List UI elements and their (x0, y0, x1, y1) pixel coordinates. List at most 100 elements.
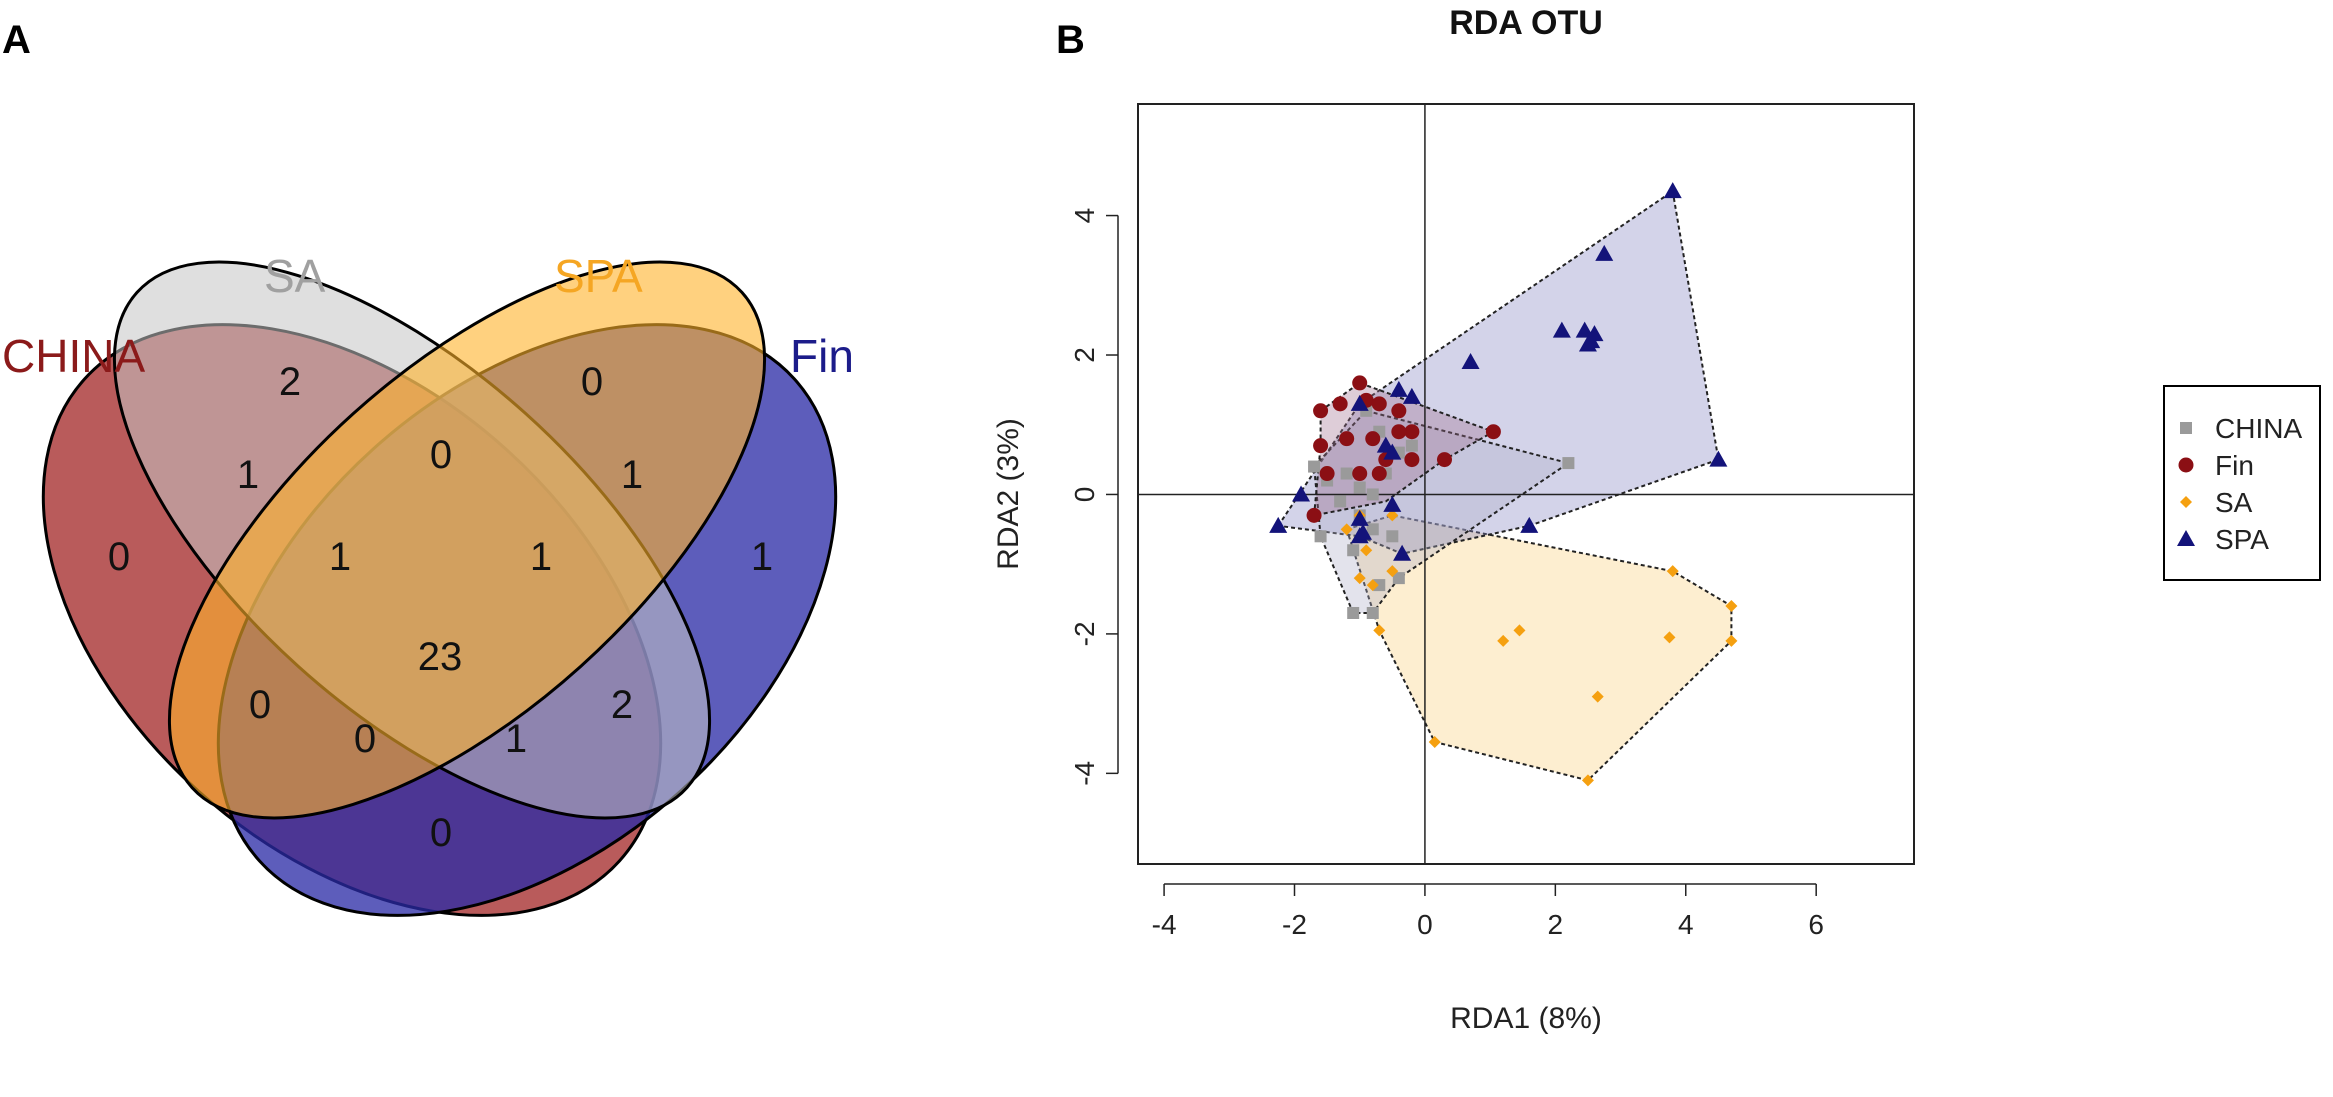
point-spa (1578, 335, 1597, 352)
venn-label-spa: SPA (554, 250, 643, 302)
y-tick-label: -2 (1069, 621, 1100, 646)
venn-count-sa-only: 2 (279, 360, 301, 404)
y-tick-label: 0 (1069, 487, 1100, 503)
point-fin (1371, 396, 1387, 412)
point-china (1308, 460, 1321, 473)
venn-label-fin: Fin (790, 330, 854, 382)
point-china (1353, 481, 1366, 494)
point-spa (1663, 182, 1682, 199)
venn-count-sa-spa-fin: 1 (530, 535, 552, 579)
point-fin (1313, 403, 1329, 419)
point-sa (1366, 579, 1379, 592)
point-spa (1552, 321, 1571, 338)
venn-count-china-only: 0 (108, 535, 130, 579)
y-axis-label: RDA2 (3%) (992, 418, 1025, 570)
point-spa (1402, 387, 1421, 404)
plot-frame (1137, 103, 1915, 865)
venn-count-spa-fin: 1 (621, 453, 643, 497)
point-sa (1386, 565, 1399, 578)
point-china (1405, 439, 1418, 452)
point-china (1373, 579, 1386, 592)
y-tick-label: 4 (1069, 208, 1100, 224)
point-china (1366, 523, 1379, 536)
x-tick-label: 0 (1417, 909, 1433, 940)
point-sa (1725, 600, 1738, 613)
point-china (1347, 544, 1360, 557)
point-fin (1306, 507, 1322, 523)
point-fin (1485, 424, 1501, 440)
legend-marker-china (2180, 422, 2192, 434)
venn-count-china-sa: 1 (237, 453, 259, 497)
point-fin (1371, 466, 1387, 482)
point-spa (1709, 450, 1728, 467)
point-spa (1393, 544, 1412, 561)
x-tick-label: -2 (1282, 909, 1307, 940)
venn-count-fin-only: 1 (751, 535, 773, 579)
point-fin (1365, 431, 1381, 447)
venn-ellipse-spa (167, 260, 767, 820)
point-spa (1520, 516, 1539, 533)
legend-marker-sa (2180, 496, 2192, 508)
x-axis-label: RDA1 (8%) (1450, 1002, 1602, 1035)
point-spa (1383, 495, 1402, 512)
point-china (1386, 530, 1399, 543)
point-spa (1353, 523, 1372, 540)
point-fin (1319, 466, 1335, 482)
point-spa (1350, 509, 1369, 526)
venn-count-sa-fin: 2 (611, 683, 633, 727)
point-fin (1339, 431, 1355, 447)
point-spa (1269, 516, 1288, 533)
point-fin (1352, 466, 1368, 482)
y-tick-label: 2 (1069, 347, 1100, 363)
point-fin (1332, 396, 1348, 412)
point-china (1366, 606, 1379, 619)
point-sa (1513, 624, 1526, 637)
point-fin (1313, 438, 1329, 454)
point-china (1340, 467, 1353, 480)
point-fin (1352, 375, 1368, 391)
x-tick-label: 6 (1808, 909, 1824, 940)
point-fin (1404, 452, 1420, 468)
point-china (1314, 530, 1327, 543)
venn-count-china-sa-fin: 1 (505, 717, 527, 761)
hull-china (1313, 409, 1571, 614)
venn-diagram: CHINA SA SPA Fin 2 0 1 0 1 0 1 1 1 23 0 … (2, 250, 854, 917)
point-spa (1595, 244, 1614, 261)
rda-plot: RDA OTU RDA1 (8%) RDA2 (3%) -4 -2 0 2 4 6 -4 -2… (992, 4, 1915, 1035)
point-china (1347, 606, 1360, 619)
point-china (1392, 572, 1405, 585)
venn-count-all: 23 (418, 635, 463, 679)
point-sa (1497, 634, 1510, 647)
point-sa (1725, 634, 1738, 647)
point-sa (1591, 690, 1604, 703)
venn-count-china-fin: 0 (430, 811, 452, 855)
legend: CHINA Fin SA SPA (2163, 385, 2321, 581)
chart-title: RDA OTU (1449, 4, 1603, 42)
venn-count-china-spa-fin: 0 (354, 717, 376, 761)
x-tick-label: -4 (1152, 909, 1177, 940)
point-china (1562, 457, 1575, 470)
plot-area: -4 -2 0 2 4 6 -4 -2 0 2 4 (1069, 103, 1915, 940)
venn-count-china-spa: 0 (249, 683, 271, 727)
point-sa (1581, 774, 1594, 787)
panel-a-letter: A (2, 18, 31, 62)
point-spa (1292, 485, 1311, 502)
venn-label-china: CHINA (2, 330, 145, 382)
point-spa (1383, 443, 1402, 460)
point-spa (1461, 352, 1480, 369)
x-tick-label: 4 (1678, 909, 1694, 940)
point-china (1334, 495, 1347, 508)
y-tick-label: -4 (1069, 761, 1100, 786)
point-fin (1391, 403, 1407, 419)
point-fin (1404, 424, 1420, 440)
legend-label-sa: SA (2215, 487, 2253, 518)
venn-label-sa: SA (264, 250, 326, 302)
point-sa (1353, 572, 1366, 585)
point-sa (1663, 631, 1676, 644)
legend-label-spa: SPA (2215, 524, 2269, 555)
legend-label-fin: Fin (2215, 450, 2254, 481)
legend-marker-fin (2178, 457, 2194, 473)
venn-count-china-sa-spa: 1 (329, 535, 351, 579)
point-sa (1666, 565, 1679, 578)
